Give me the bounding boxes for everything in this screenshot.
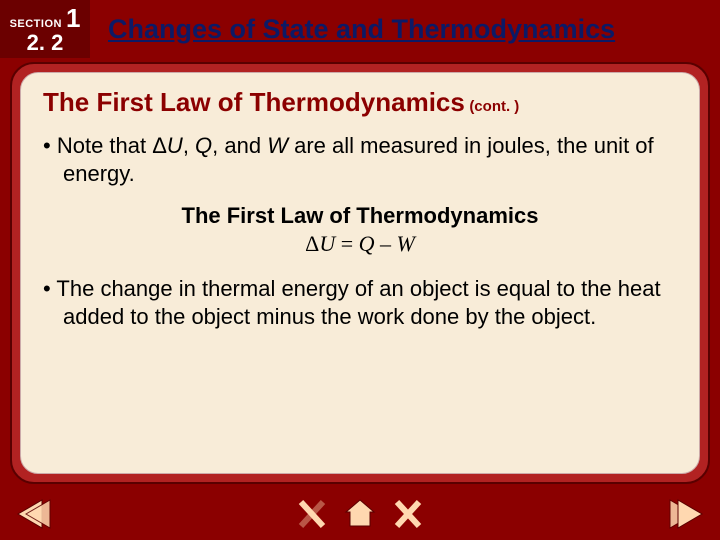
bullet-list: Note that ΔU, Q, and W are all measured … <box>43 132 677 330</box>
eq-var-q: Q <box>359 231 375 256</box>
section-number: 1 <box>66 3 80 34</box>
nav-close-button[interactable] <box>385 494 431 534</box>
eq-equals: = <box>335 231 358 256</box>
eq-var-w: W <box>397 231 415 256</box>
section-label: SECTION <box>10 18 62 30</box>
content-panel: The First Law of Thermodynamics (cont. )… <box>20 72 700 474</box>
nav-back-button[interactable] <box>289 494 335 534</box>
law-box: The First Law of Thermodynamics ΔU = Q –… <box>43 203 677 257</box>
bullet1-var-q: Q <box>195 133 212 158</box>
nav-bar <box>0 488 720 540</box>
bullet-1: Note that ΔU, Q, and W are all measured … <box>43 132 677 187</box>
bullet-2: The change in thermal energy of an objec… <box>43 275 677 330</box>
section-badge: SECTION 1 2. 2 <box>0 0 90 58</box>
content-subtitle: The First Law of Thermodynamics <box>43 87 465 117</box>
nav-next-button[interactable] <box>664 496 708 532</box>
eq-var-u: U <box>319 231 335 256</box>
continued-label: (cont. ) <box>469 98 519 115</box>
law-title: The First Law of Thermodynamics <box>43 203 677 229</box>
subtitle-row: The First Law of Thermodynamics (cont. ) <box>43 87 677 118</box>
nav-home-button[interactable] <box>337 494 383 534</box>
bullet1-text-b: , <box>183 133 195 158</box>
eq-du: ΔU <box>305 231 335 256</box>
subsection-number: 2. 2 <box>27 30 64 56</box>
bullet1-text-c: , and <box>212 133 267 158</box>
bullet1-var-u: U <box>167 133 183 158</box>
content-frame: The First Law of Thermodynamics (cont. )… <box>10 62 710 484</box>
bullet1-text-a: Note that Δ <box>57 133 167 158</box>
header-bar: SECTION 1 2. 2 Changes of State and Ther… <box>0 0 720 58</box>
nav-prev-button[interactable] <box>12 496 56 532</box>
law-equation: ΔU = Q – W <box>43 231 677 257</box>
bullet1-var-w: W <box>267 133 288 158</box>
nav-center-group <box>289 494 431 534</box>
page-title: Changes of State and Thermodynamics <box>90 0 720 58</box>
eq-minus: – <box>375 231 397 256</box>
